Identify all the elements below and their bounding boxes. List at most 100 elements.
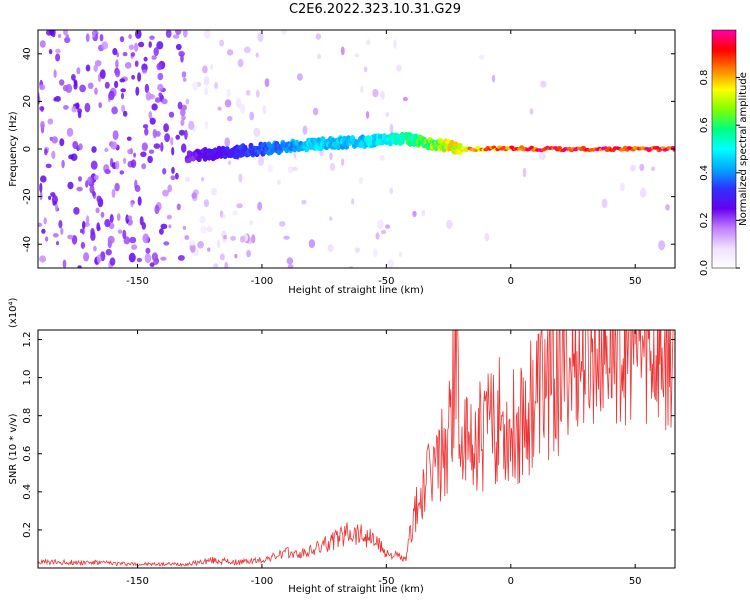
noise-cell <box>226 88 231 98</box>
noise-cell <box>354 53 360 58</box>
signal-cell <box>294 139 300 146</box>
noise-cell <box>224 261 229 268</box>
signal-cell <box>248 142 254 149</box>
noise-cell <box>172 34 180 39</box>
snr-x-label: Height of straight line (km) <box>288 584 424 595</box>
noise-cell <box>296 73 303 81</box>
noise-cell <box>45 236 49 242</box>
noise-cell <box>147 155 153 164</box>
noise-cell <box>267 164 273 173</box>
noise-cell <box>40 120 45 129</box>
noise-cell <box>182 225 187 230</box>
noise-cell <box>39 191 43 201</box>
noise-cell <box>156 62 163 71</box>
noise-cell <box>135 30 142 39</box>
noise-cell <box>315 33 322 40</box>
noise-cell <box>143 56 148 62</box>
noise-cell <box>100 211 105 218</box>
noise-cell <box>104 81 110 89</box>
noise-cell <box>157 72 164 81</box>
noise-cell <box>58 220 63 229</box>
noise-cell <box>60 227 64 235</box>
noise-cell <box>379 155 385 161</box>
noise-cell <box>301 199 307 205</box>
noise-cell <box>210 64 214 71</box>
noise-cell <box>107 235 115 244</box>
noise-cell <box>87 82 94 90</box>
noise-cell <box>112 48 118 56</box>
noise-cell <box>217 106 222 111</box>
noise-cell <box>63 30 68 36</box>
noise-cell <box>162 189 169 197</box>
noise-cell <box>104 169 111 175</box>
noise-cell <box>120 92 125 100</box>
noise-cell <box>67 234 74 240</box>
noise-cell <box>48 48 53 55</box>
snr-x-tick-label: 0 <box>508 576 514 587</box>
noise-cell <box>111 188 116 198</box>
noise-cell <box>131 74 136 80</box>
noise-cell <box>55 203 59 212</box>
noise-cell <box>630 164 636 172</box>
noise-cell <box>93 174 99 181</box>
noise-cell <box>80 241 86 249</box>
noise-cell <box>222 213 226 219</box>
noise-cell <box>73 207 80 215</box>
noise-cell <box>51 150 56 159</box>
snr-y-tick-label: 0.8 <box>22 408 33 424</box>
spectrogram-x-label: Height of straight line (km) <box>288 285 424 296</box>
noise-cell <box>109 257 116 266</box>
noise-cell <box>129 147 133 155</box>
noise-cell <box>166 214 172 220</box>
noise-cell <box>170 137 174 146</box>
noise-cell <box>162 168 167 175</box>
noise-cell <box>158 92 163 98</box>
noise-cell <box>402 96 408 102</box>
noise-cell <box>380 229 387 235</box>
noise-cell <box>94 87 98 95</box>
noise-cell <box>130 159 137 169</box>
noise-cell <box>38 95 41 105</box>
snr-y-label: SNR (10 * v/v) <box>8 413 19 484</box>
noise-cell <box>302 125 308 135</box>
noise-cell <box>52 233 59 238</box>
noise-cell <box>153 47 159 57</box>
noise-cell <box>117 229 123 234</box>
noise-cell <box>276 179 281 185</box>
noise-cell <box>387 259 394 268</box>
noise-cell <box>639 163 645 172</box>
noise-cell <box>130 201 134 207</box>
spectrogram-y-ticks: -40 -20 0 20 40 <box>22 47 675 252</box>
noise-cell <box>210 187 218 196</box>
noise-cell <box>67 181 74 190</box>
noise-cell <box>651 166 656 172</box>
noise-cell <box>77 108 82 114</box>
noise-cell <box>191 192 197 199</box>
noise-cell <box>76 186 83 192</box>
noise-cell <box>203 199 210 208</box>
noise-cell <box>255 89 260 98</box>
noise-cell <box>601 198 608 209</box>
noise-cell <box>224 99 232 108</box>
noise-cell <box>175 30 182 36</box>
noise-cell <box>122 229 127 239</box>
snr-x-tick-label: -50 <box>378 576 394 587</box>
noise-cell <box>56 241 59 246</box>
noise-cell <box>204 120 209 130</box>
colorbar-tick-label: 0.4 <box>699 165 710 181</box>
noise-cell <box>70 153 78 161</box>
noise-cell <box>90 228 95 236</box>
noise-cell <box>201 177 205 182</box>
noise-cell <box>93 245 97 252</box>
colorbar-tick-label: 0.6 <box>699 117 710 133</box>
snr-frame <box>37 329 676 569</box>
noise-cell <box>163 241 170 246</box>
noise-cell <box>115 59 119 69</box>
noise-cell <box>121 104 125 113</box>
noise-cell <box>77 265 82 268</box>
noise-cell <box>160 223 168 230</box>
snr-y-ticks: 0.2 0.4 0.6 0.8 1.0 1.2 <box>22 332 675 538</box>
noise-cell <box>141 222 146 230</box>
noise-cell <box>135 86 140 96</box>
